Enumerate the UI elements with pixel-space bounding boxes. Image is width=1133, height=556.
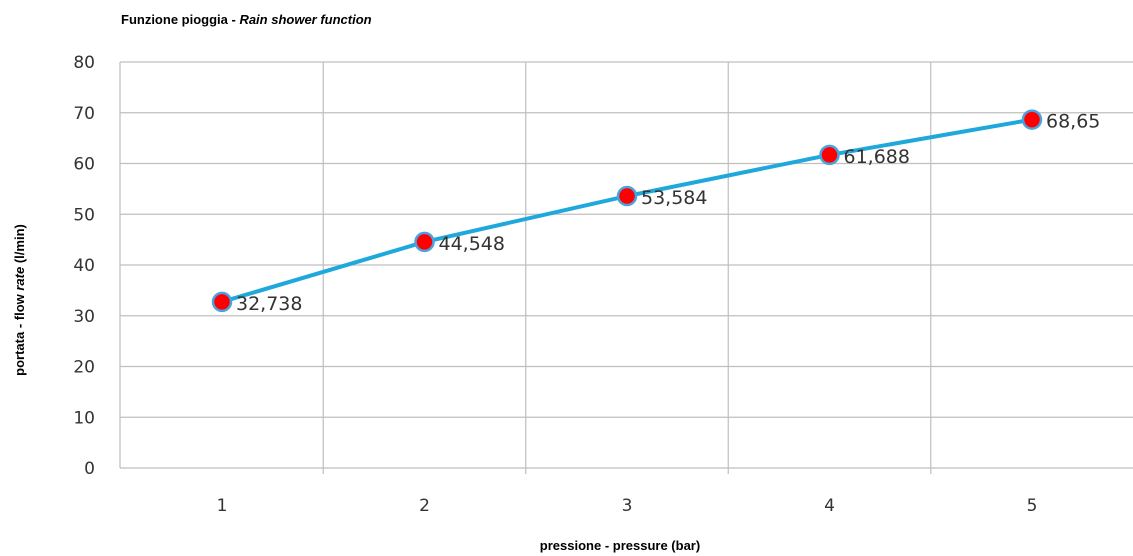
data-label-4: 61,688 <box>844 146 910 168</box>
y-axis-ticks: 0 10 20 30 40 50 60 70 80 <box>73 53 95 479</box>
data-label-3: 53,584 <box>641 187 707 209</box>
data-point-3 <box>616 185 638 207</box>
y-tick-label-80: 80 <box>73 53 95 73</box>
y-tick-label-30: 30 <box>73 307 95 327</box>
data-point-1 <box>211 291 233 313</box>
x-tick-label-4: 4 <box>824 496 835 516</box>
data-point-5 <box>1021 109 1043 130</box>
chart-title-italic: Rain shower function <box>239 12 372 27</box>
y-tick-label-10: 10 <box>73 408 95 428</box>
series-line-0 <box>221 117 1033 304</box>
x-tick-label-1: 1 <box>217 496 228 516</box>
y-tick-label-20: 20 <box>73 358 95 378</box>
data-label-5: 68,65 <box>1046 111 1100 133</box>
grid <box>119 61 1133 474</box>
data-point-2 <box>414 231 435 253</box>
x-axis-ticks: 1 2 3 4 5 <box>217 496 1038 516</box>
y-axis-title-italic: rate <box>12 267 27 291</box>
data-label-1: 32,738 <box>236 293 302 315</box>
x-tick-label-2: 2 <box>419 496 430 516</box>
data-point-4 <box>819 144 840 166</box>
chart-title: Funzione pioggia - Rain shower function <box>121 12 372 27</box>
y-tick-label-50: 50 <box>73 205 95 225</box>
y-tick-label-0: 0 <box>84 459 95 479</box>
x-axis-title: pressione - pressure (bar) <box>540 538 700 553</box>
x-tick-label-5: 5 <box>1027 496 1038 516</box>
y-tick-label-60: 60 <box>73 155 95 175</box>
y-axis-title-post: (l/min) <box>12 224 27 267</box>
y-axis-title-pre: portata - flow <box>12 291 27 376</box>
data-label-2: 44,548 <box>439 233 505 255</box>
y-tick-label-40: 40 <box>73 256 95 276</box>
chart-title-main: Funzione pioggia - <box>121 12 240 27</box>
x-tick-label-3: 3 <box>622 496 633 516</box>
y-axis-title: portata - flow rate (l/min) <box>12 224 27 376</box>
y-tick-label-70: 70 <box>73 104 95 124</box>
series: 32,738 44,548 53,584 61,688 68,65 <box>211 109 1100 315</box>
